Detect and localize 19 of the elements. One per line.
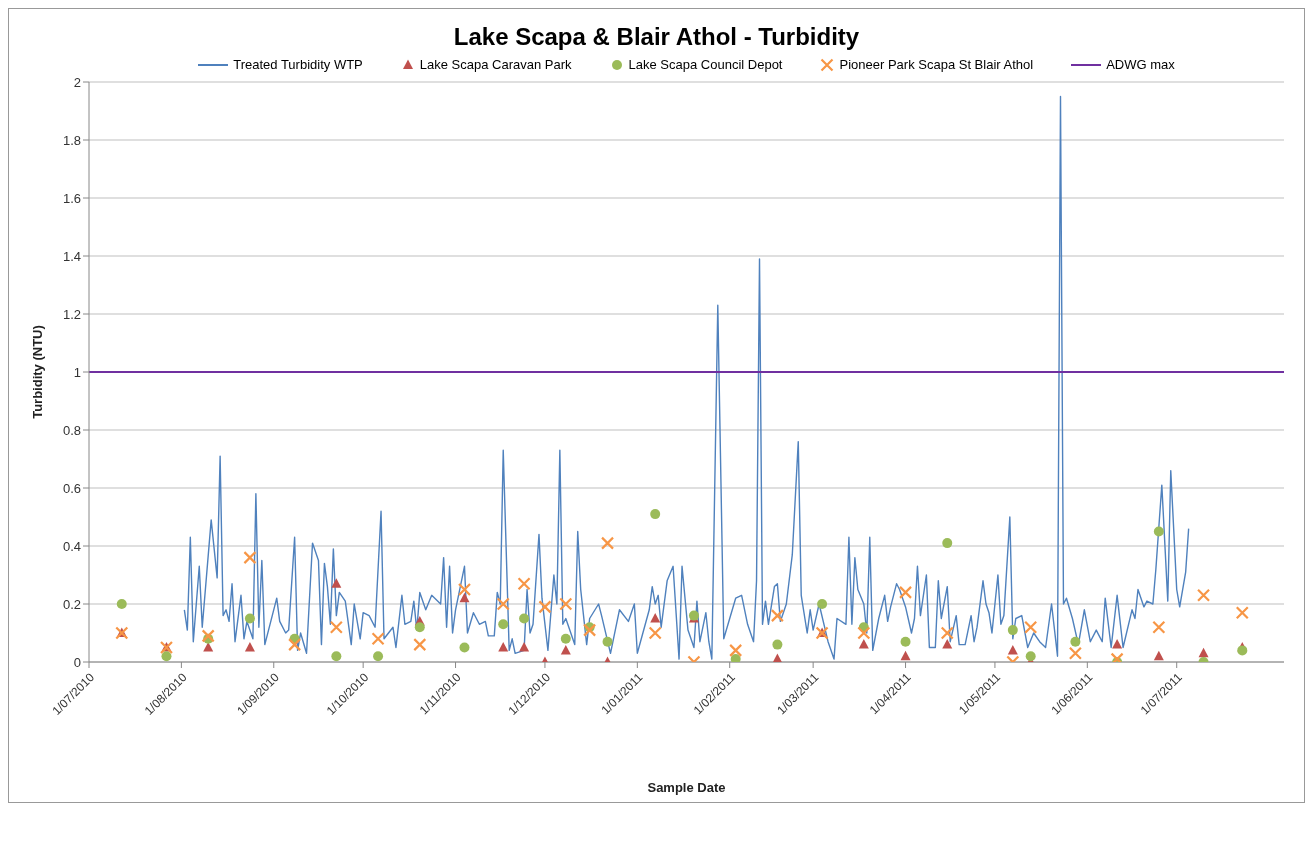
legend-label: Treated Turbidity WTP xyxy=(233,57,363,72)
legend-label: Lake Scapa Council Depot xyxy=(628,57,783,72)
y-tick-label: 0.6 xyxy=(62,480,81,496)
y-axis-title: Turbidity (NTU) xyxy=(29,325,45,419)
legend-label: ADWG max xyxy=(1106,57,1175,72)
y-tick-label: 0.2 xyxy=(62,596,81,612)
y-tick-label: 1 xyxy=(73,364,81,380)
y-tick-label: 1.2 xyxy=(62,306,81,322)
legend-label: Lake Scapa Caravan Park xyxy=(419,57,572,72)
y-tick-label: 0 xyxy=(73,654,81,670)
y-tick-label: 0.8 xyxy=(62,422,81,438)
y-tick-label: 2 xyxy=(73,74,81,90)
legend-label: Pioneer Park Scapa St Blair Athol xyxy=(839,57,1034,72)
y-tick-label: 1.6 xyxy=(62,190,81,206)
y-tick-label: 1.8 xyxy=(62,132,81,148)
y-tick-label: 0.4 xyxy=(62,538,81,554)
x-axis-title: Sample Date xyxy=(647,780,726,795)
chart-title: Lake Scapa & Blair Athol - Turbidity xyxy=(452,23,861,51)
y-tick-label: 1.4 xyxy=(62,248,81,264)
